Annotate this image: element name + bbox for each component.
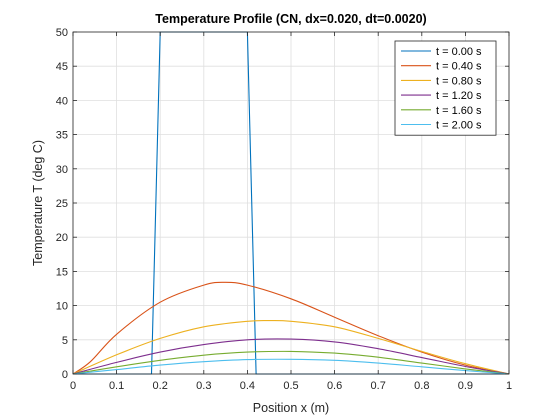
x-tick-label: 0.2 <box>153 380 168 392</box>
x-tick-label: 0 <box>70 380 76 392</box>
legend-label-1: t = 0.40 s <box>436 61 482 73</box>
chart-title: Temperature Profile (CN, dx=0.020, dt=0.… <box>155 12 426 26</box>
x-tick-label: 0.5 <box>283 380 298 392</box>
x-tick-label: 0.8 <box>414 380 429 392</box>
y-tick-label: 5 <box>62 335 68 347</box>
y-tick-label: 20 <box>56 232 68 244</box>
y-tick-label: 45 <box>56 61 68 73</box>
tick-layer: 0 0.1 0.2 0.3 0.4 0.5 0.6 0.7 0.8 0.9 105101520253… <box>56 27 512 392</box>
legend-label-3: t = 1.20 s <box>436 90 482 102</box>
legend-label-5: t = 2.00 s <box>436 120 482 132</box>
series-line-4 <box>72 350 510 375</box>
y-axis-label: Temperature T (deg C) <box>31 140 45 266</box>
y-tick-label: 40 <box>56 95 68 107</box>
x-tick-label: 0.4 <box>240 380 255 392</box>
legend-label-0: t = 0.00 s <box>436 46 482 58</box>
legend: t = 0.00 s t = 0.40 s t = 0.80 s t = 1.20 s… <box>394 40 497 136</box>
y-tick-label: 25 <box>56 198 68 210</box>
series-line-5 <box>72 358 510 375</box>
x-tick-label: 0.1 <box>109 380 124 392</box>
y-tick-label: 35 <box>56 130 68 142</box>
x-tick-label: 0.7 <box>371 380 386 392</box>
legend-label-2: t = 0.80 s <box>436 75 482 87</box>
x-tick-label: 1 <box>506 380 512 392</box>
y-tick-label: 15 <box>56 266 68 278</box>
y-tick-label: 10 <box>56 301 68 313</box>
y-tick-label: 30 <box>56 164 68 176</box>
x-tick-label: 0.6 <box>327 380 342 392</box>
x-tick-label: 0.9 <box>458 380 473 392</box>
x-tick-label: 0.3 <box>196 380 211 392</box>
series-line-2 <box>72 320 510 375</box>
y-tick-label: 0 <box>62 369 68 381</box>
legend-box <box>394 40 497 136</box>
x-axis-label: Position x (m) <box>253 401 329 415</box>
y-tick-label: 50 <box>56 27 68 39</box>
series-line-1 <box>72 281 510 375</box>
legend-label-4: t = 1.60 s <box>436 105 482 117</box>
series-line-3 <box>72 338 510 375</box>
